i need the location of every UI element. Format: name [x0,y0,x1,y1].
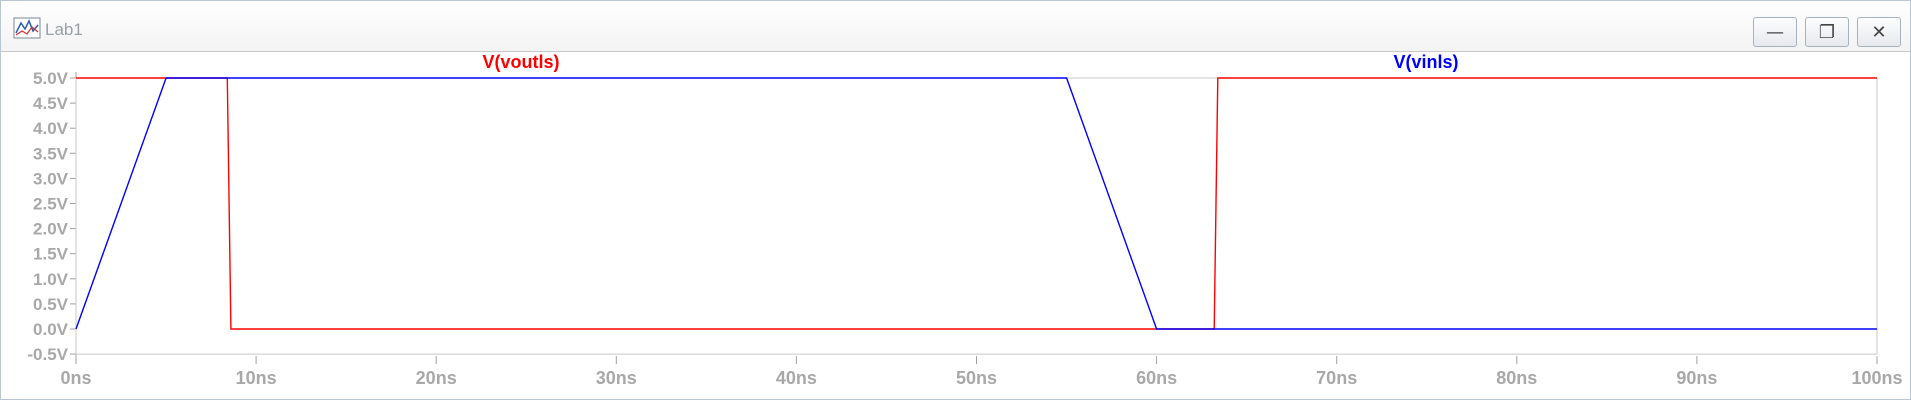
series-line-1 [76,78,1877,329]
y-axis: 5.0V 4.5V 4.0V 3.5V 3.0V 2.5V 2.0V 1.5V 1.0V 0.5V… [27,69,76,364]
plot-frame [76,78,1877,354]
close-icon: ✕ [1871,22,1886,43]
x-tick-label: 90ns [1676,368,1717,388]
y-tick-label: 2.5V [33,195,69,214]
plot-area[interactable]: 5.0V 4.5V 4.0V 3.5V 3.0V 2.5V 2.0V 1.5V 1.0V 0.5V… [1,52,1910,399]
x-tick-label: 40ns [776,368,817,388]
series-line-2 [76,78,1877,329]
x-tick-label: 100ns [1851,368,1902,388]
title-bar[interactable]: Lab1 — ❐ ✕ [1,1,1910,52]
x-axis: 0ns 10ns 20ns 30ns 40ns 50ns 60ns 70ns 80ns 90ns 1… [60,356,1902,388]
maximize-icon: ❐ [1819,22,1835,43]
waveform-plot-icon [13,17,41,39]
minimize-button[interactable]: — [1753,17,1797,47]
y-tick-label: 5.0V [33,69,69,88]
y-tick-label: 0.0V [33,320,69,339]
x-tick-label: 10ns [236,368,277,388]
y-tick-label: 2.0V [33,220,69,239]
trace-labels[interactable]: V(voutls) V(vinls) [482,52,1458,72]
close-button[interactable]: ✕ [1857,17,1901,47]
x-tick-label: 30ns [596,368,637,388]
y-tick-label: 4.0V [33,119,69,138]
y-tick-label: 3.0V [33,169,69,188]
y-tick-label: 4.5V [33,94,69,113]
trace-label-1[interactable]: V(voutls) [482,52,559,72]
y-tick-label: -0.5V [27,345,68,364]
x-tick-label: 60ns [1136,368,1177,388]
window-title: Lab1 [45,20,83,40]
series-group [76,78,1877,329]
y-tick-label: 3.5V [33,144,69,163]
x-tick-label: 50ns [956,368,997,388]
y-tick-label: 0.5V [33,295,69,314]
y-tick-label: 1.5V [33,245,69,264]
maximize-button[interactable]: ❐ [1805,17,1849,47]
y-tick-label: 1.0V [33,270,69,289]
x-tick-label: 20ns [416,368,457,388]
minimize-icon: — [1766,22,1784,43]
x-tick-label: 70ns [1316,368,1357,388]
waveform-chart[interactable]: 5.0V 4.5V 4.0V 3.5V 3.0V 2.5V 2.0V 1.5V 1.0V 0.5V… [1,52,1910,399]
x-tick-label: 0ns [60,368,91,388]
trace-label-2[interactable]: V(vinls) [1393,52,1458,72]
x-tick-label: 80ns [1496,368,1537,388]
